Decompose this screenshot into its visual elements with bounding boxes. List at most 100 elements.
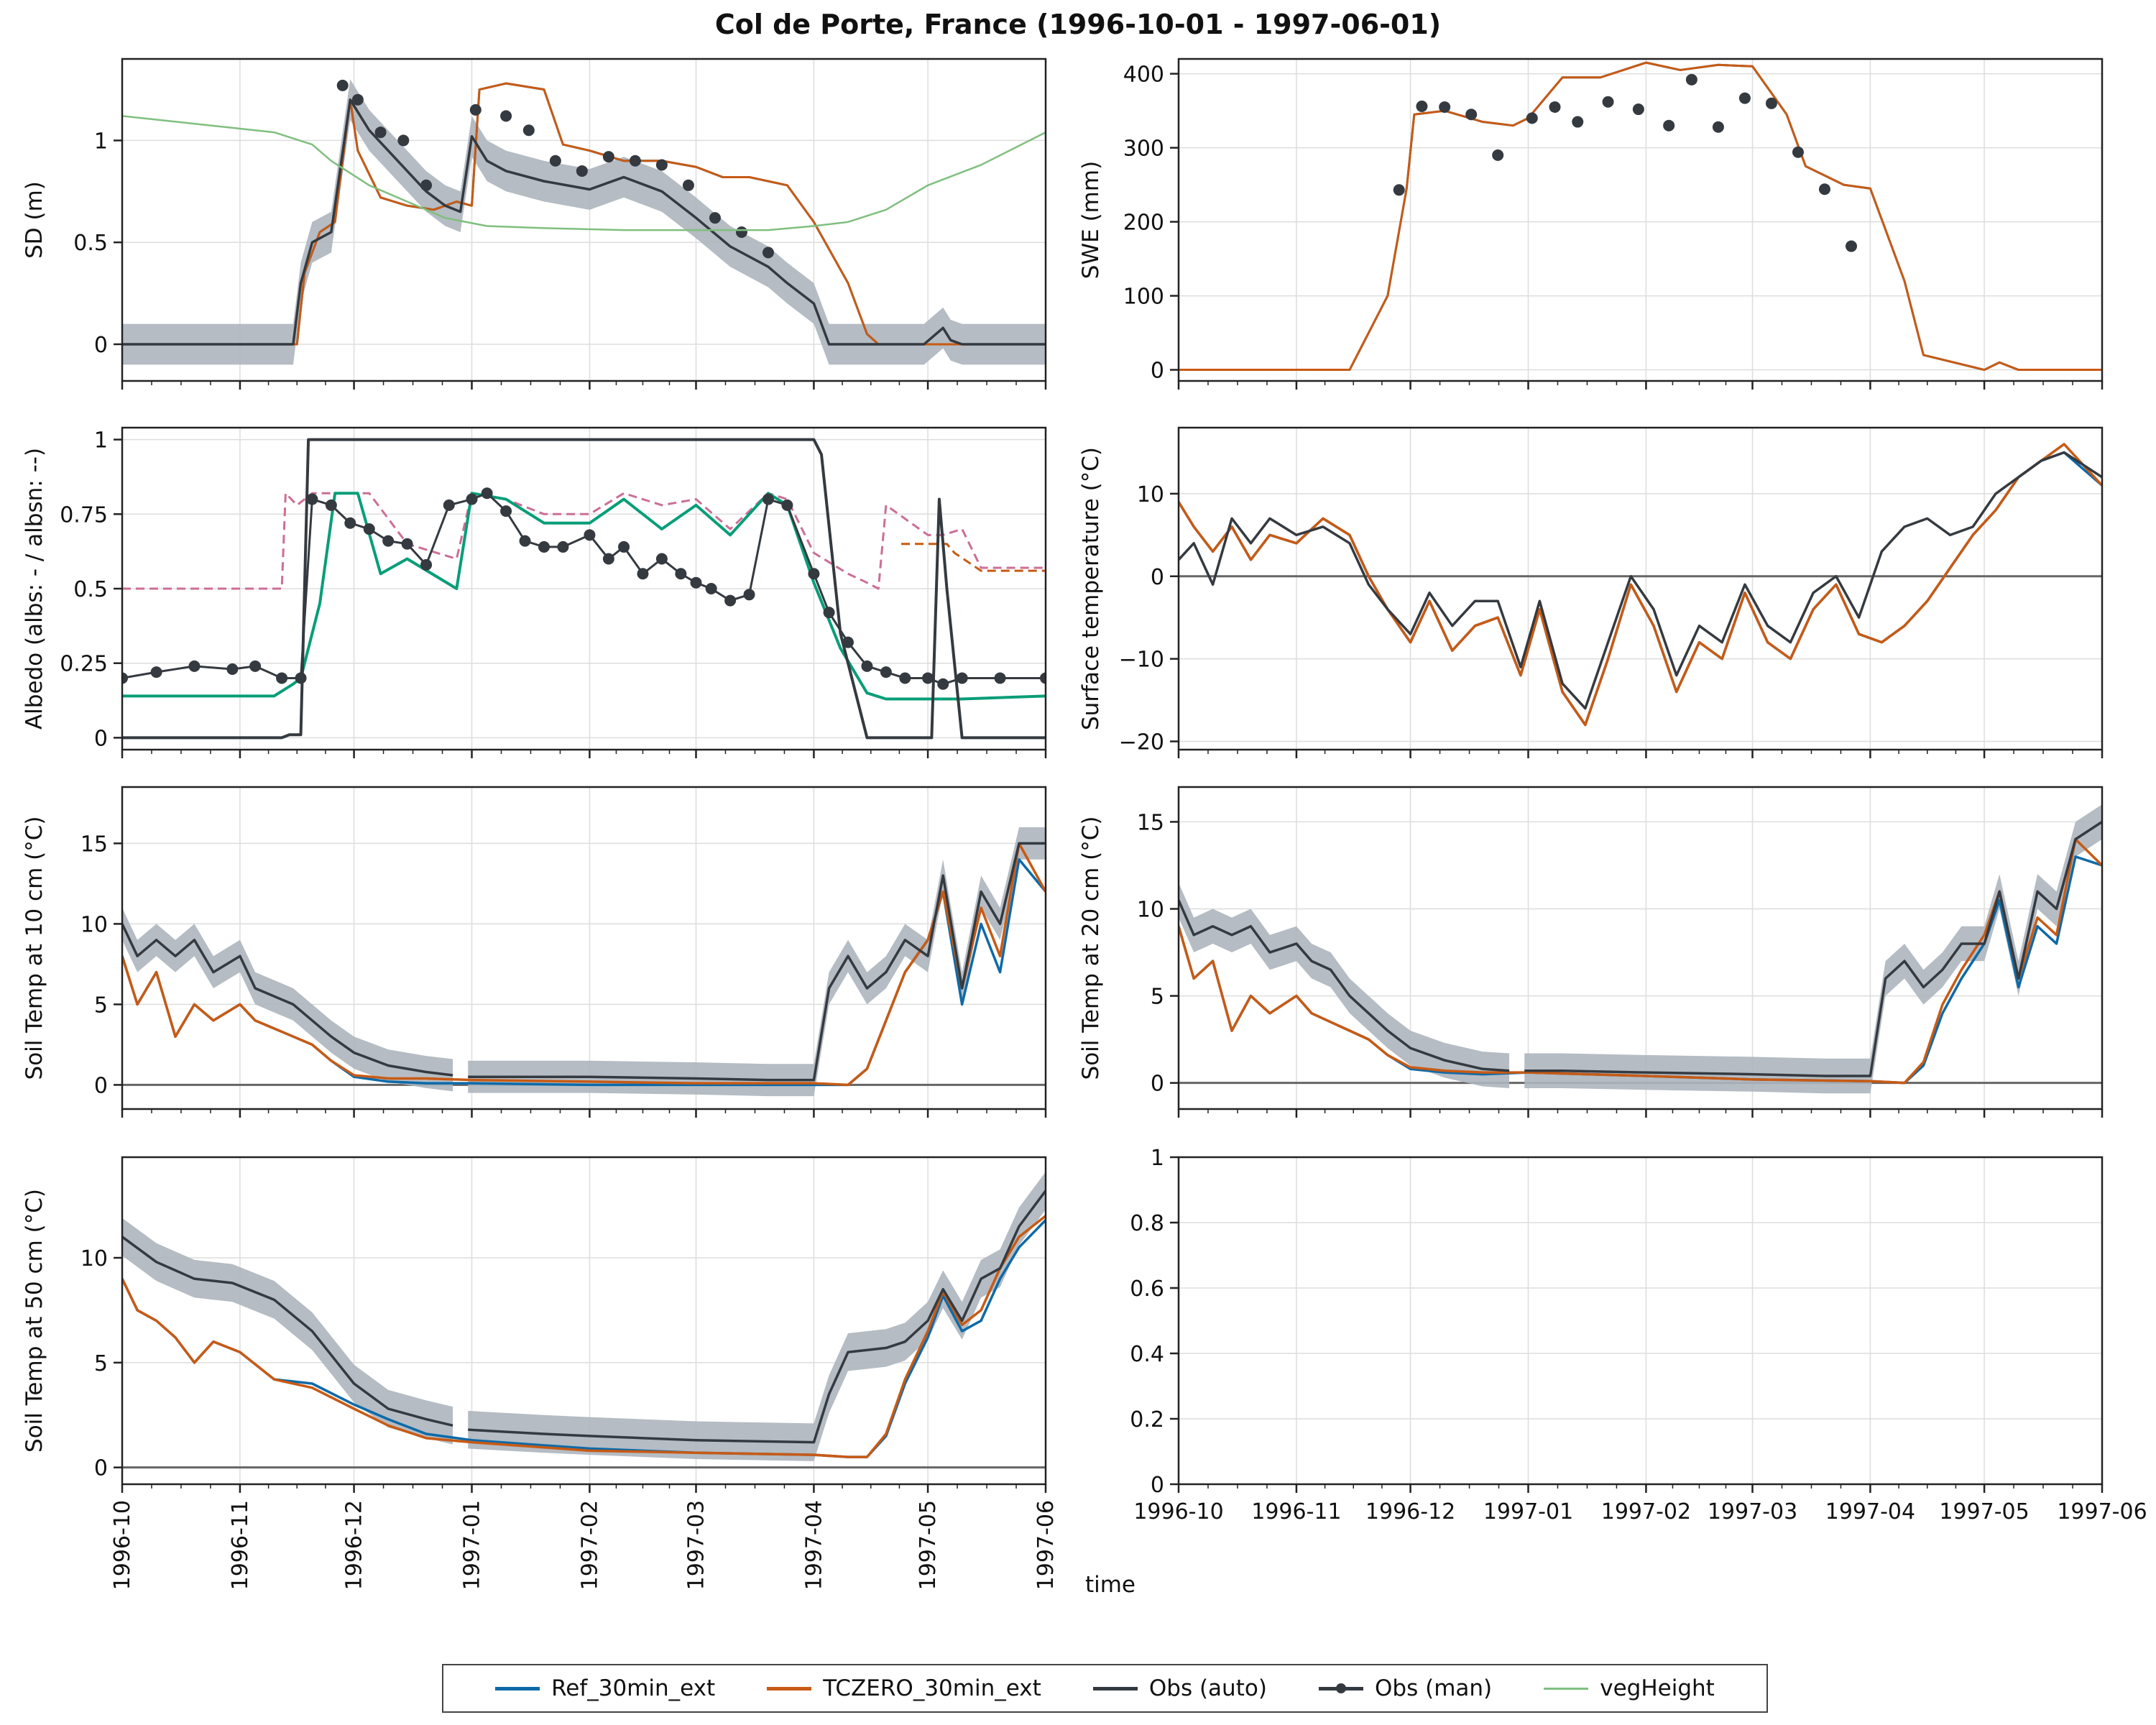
x-tick-label: 1997-04: [1825, 1499, 1915, 1524]
data-point: [1845, 240, 1857, 252]
data-point: [762, 247, 774, 259]
y-tick-label: 0: [1151, 565, 1164, 590]
y-tick-label: 5: [94, 993, 108, 1018]
legend-item: vegHeight: [1544, 1675, 1715, 1701]
data-point: [724, 594, 737, 607]
data-point: [325, 499, 337, 511]
data-point: [1792, 146, 1804, 158]
data-point: [655, 159, 668, 171]
data-point: [629, 155, 641, 167]
x-tick-label: 1997-03: [683, 1500, 709, 1590]
y-tick-label: 10: [80, 912, 108, 937]
x-tick-label: 1997-06: [1033, 1500, 1059, 1590]
data-point: [602, 151, 614, 163]
data-point: [690, 576, 702, 589]
panel-tsoil20: 0 5 10 15 Soil Temp at 20 cm (°C): [1078, 786, 2104, 1118]
series-line-obs-auto-: [122, 438, 1046, 740]
series-line-tczero-30min-ext: [122, 1215, 1046, 1458]
axes-frame: [1177, 58, 2104, 382]
data-point: [1439, 101, 1451, 113]
data-point: [188, 660, 201, 672]
y-tick-label: 0.6: [1130, 1276, 1164, 1302]
legend-swatch: [1544, 1687, 1589, 1690]
data-point: [500, 505, 512, 518]
x-tick-label: 1996-11: [1251, 1499, 1341, 1524]
panel-tsurf: −20 −10 0 10 Surface temperature (°C): [1078, 426, 2104, 758]
x-tick-label: 1996-12: [342, 1500, 367, 1590]
data-point: [1492, 149, 1504, 161]
data-point: [276, 672, 288, 684]
data-point: [808, 568, 820, 580]
data-point: [226, 663, 239, 675]
data-point: [922, 672, 934, 684]
data-point: [709, 212, 721, 224]
data-point: [1040, 672, 1046, 684]
y-tick-label: 0.2: [1130, 1407, 1164, 1432]
data-point: [880, 666, 892, 678]
legend-item: TCZERO_30min_ext: [767, 1675, 1041, 1701]
data-point: [363, 523, 375, 535]
panel-tsoil50: 0 5 10 1996-10 1996-11 1996-12 1997-01 1997-02 1…: [22, 1156, 1059, 1590]
y-axis-label: Albedo (albs: - / albsn: --): [22, 448, 47, 730]
y-tick-label: 200: [1123, 211, 1164, 236]
y-tick-label: −10: [1119, 648, 1164, 673]
data-point: [682, 179, 694, 191]
y-tick-label: 0: [94, 1456, 108, 1481]
legend-label: vegHeight: [1600, 1675, 1715, 1701]
data-point: [1663, 119, 1675, 132]
y-tick-label: 5: [1151, 985, 1164, 1010]
data-point: [382, 535, 395, 547]
x-axis-label: time: [1085, 1572, 1135, 1598]
data-point: [249, 660, 262, 672]
legend: Ref_30min_ext TCZERO_30min_ext Obs (auto) O…: [442, 1664, 1768, 1713]
y-tick-label: 0.5: [73, 577, 108, 602]
data-point: [538, 540, 550, 553]
data-point: [466, 493, 478, 505]
series-line-obs-auto-: [1179, 899, 1510, 1072]
data-point: [1602, 96, 1614, 108]
series-line-albs: [122, 492, 1046, 701]
data-point: [306, 493, 318, 505]
legend-item: Obs (man): [1319, 1675, 1492, 1701]
y-tick-label: 1: [94, 129, 108, 154]
y-tick-label: 0.5: [73, 231, 108, 256]
data-point: [469, 104, 482, 116]
data-point: [1526, 112, 1538, 124]
legend-swatch: [1319, 1683, 1364, 1693]
y-axis-label: Surface temperature (°C): [1078, 447, 1104, 730]
y-tick-label: 0.4: [1130, 1342, 1164, 1367]
y-tick-label: 0: [94, 1073, 108, 1098]
data-point: [150, 666, 162, 678]
axes-frame: [1177, 426, 2104, 751]
legend-label: Obs (auto): [1148, 1675, 1267, 1701]
y-tick-label: 0: [1151, 359, 1164, 384]
x-tick-label: 1997-05: [916, 1500, 941, 1590]
data-point: [637, 568, 649, 580]
data-point: [500, 110, 512, 122]
y-tick-label: 15: [1137, 810, 1164, 835]
panel-tsoil10: 0 5 10 15 Soil Temp at 10 cm (°C): [22, 786, 1047, 1118]
x-tick-label: 1997-03: [1708, 1499, 1797, 1524]
y-tick-label: 0: [1151, 1473, 1164, 1498]
data-point: [351, 93, 364, 106]
data-point: [1549, 101, 1561, 113]
y-tick-label: 1: [94, 428, 108, 454]
series-line-obs-auto-: [1524, 820, 2102, 1077]
data-point: [1685, 73, 1697, 86]
data-point: [1738, 92, 1751, 104]
y-axis-label: SD (m): [22, 181, 47, 259]
x-tick-label: 1997-04: [801, 1500, 826, 1590]
y-tick-label: 10: [80, 1246, 108, 1271]
data-point: [481, 487, 493, 500]
legend-swatch: [767, 1686, 812, 1690]
panel-albedo: 0 0.25 0.5 0.75 1 Albedo (albs: - / albsn: --…: [22, 426, 1047, 758]
data-point: [1416, 100, 1428, 112]
series-line-obs-auto-: [122, 98, 1046, 346]
y-tick-label: 10: [1137, 898, 1164, 923]
data-point: [401, 538, 413, 550]
legend-label: TCZERO_30min_ext: [823, 1675, 1041, 1701]
y-tick-label: 0.75: [60, 502, 108, 528]
data-point: [1572, 116, 1584, 128]
data-point: [420, 558, 433, 571]
series-line-ref-30min-ext: [122, 858, 1046, 1087]
